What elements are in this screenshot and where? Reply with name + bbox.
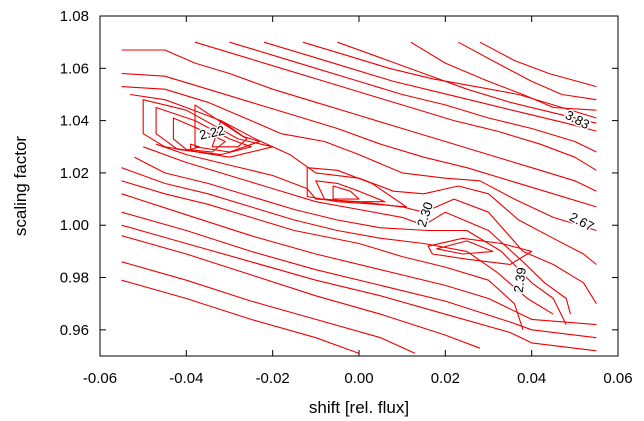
contour-line-4 xyxy=(121,211,597,339)
contour-line-3 xyxy=(121,224,597,352)
contour-label: 2.39 xyxy=(511,266,529,293)
contour-line-21 xyxy=(458,41,597,101)
contour-line-6 xyxy=(121,180,524,330)
contour-line-16 xyxy=(229,41,597,153)
contour-line-29 xyxy=(306,167,408,208)
contour-line-26 xyxy=(194,104,261,153)
y-tick-label: 1.00 xyxy=(60,217,89,234)
x-axis-label: shift [rel. flux] xyxy=(309,398,409,417)
y-tick-label: 0.96 xyxy=(60,322,89,339)
contour-label: 2.67 xyxy=(567,209,596,234)
contour-line-24 xyxy=(155,106,252,156)
contour-line-7 xyxy=(121,167,554,315)
contour-line-12 xyxy=(121,86,597,232)
contour-line-18 xyxy=(302,41,597,119)
x-tick-label: 0.06 xyxy=(603,370,632,387)
contour-line-13 xyxy=(121,72,597,208)
contour-lines xyxy=(121,41,597,354)
contour-line-22 xyxy=(479,41,597,88)
contour-line-25 xyxy=(172,117,226,153)
contour-line-0 xyxy=(121,279,360,354)
y-tick-label: 1.06 xyxy=(60,60,89,77)
contour-line-33 xyxy=(436,240,494,255)
x-tick-label: 0.04 xyxy=(517,370,546,387)
contour-line-30 xyxy=(315,180,386,203)
contour-line-10 xyxy=(155,143,597,304)
y-axis-label: scaling factor xyxy=(11,136,30,236)
contour-line-9 xyxy=(143,146,572,315)
contour-line-19 xyxy=(337,41,597,124)
contour-line-15 xyxy=(194,41,597,171)
contour-line-2 xyxy=(121,235,481,349)
contour-line-27 xyxy=(211,120,248,148)
contour-line-28 xyxy=(190,143,200,150)
y-tick-label: 0.98 xyxy=(60,270,89,287)
contour-line-17 xyxy=(263,41,597,132)
contour-line-1 xyxy=(121,261,416,354)
contour-line-31 xyxy=(332,185,360,200)
contour-line-8 xyxy=(134,156,567,325)
y-tick-label: 1.02 xyxy=(60,165,89,182)
contour-label: 2.22 xyxy=(198,123,226,143)
contour-line-11 xyxy=(130,93,597,265)
y-tick-label: 1.04 xyxy=(60,113,89,130)
x-tick-label: -0.06 xyxy=(83,370,117,387)
x-tick-label: 0.00 xyxy=(344,370,373,387)
contour-line-14 xyxy=(121,49,597,192)
contour-label: 2.30 xyxy=(414,200,436,229)
contour-labels: 2.222.302.392.673.83 xyxy=(197,106,598,295)
x-tick-label: -0.04 xyxy=(169,370,203,387)
x-tick-label: 0.02 xyxy=(431,370,460,387)
contour-line-20 xyxy=(410,41,597,111)
x-tick-label: -0.02 xyxy=(256,370,290,387)
axis-ticks: -0.06 -0.04 -0.02 0.00 0.02 0.04 0.06 0.96 0.98 1… xyxy=(60,8,633,387)
contour-line-32 xyxy=(427,237,533,266)
contour-line-5 xyxy=(121,193,597,326)
y-tick-label: 1.08 xyxy=(60,8,89,25)
